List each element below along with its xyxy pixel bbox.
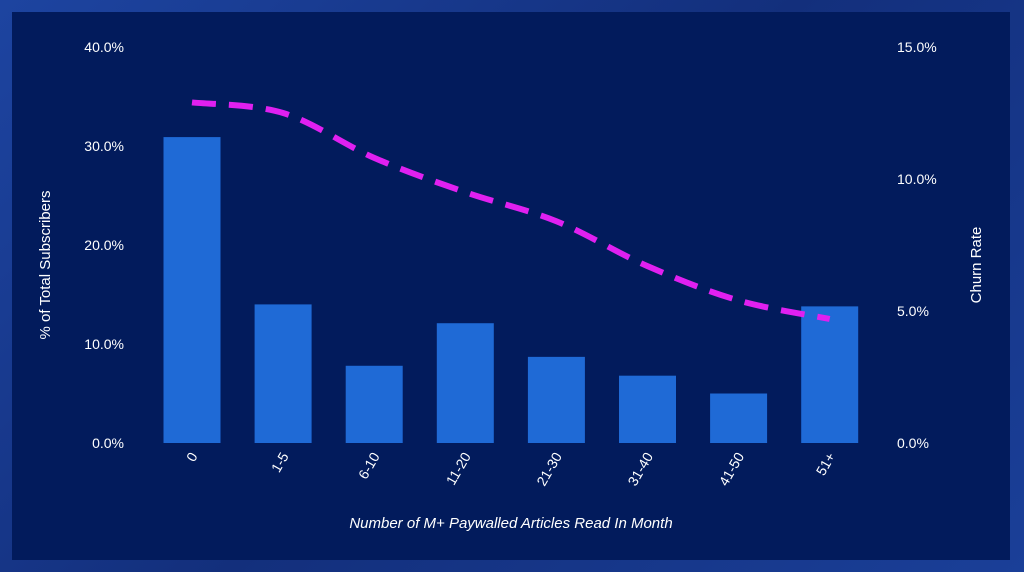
left-tick-label: 10.0% (84, 336, 124, 352)
bar-31-40 (619, 375, 676, 443)
x-tick-label: 41-50 (715, 449, 747, 488)
bar-41-50 (710, 393, 768, 443)
x-tick-label: 51+ (813, 450, 839, 479)
right-axis-title: Churn Rate (968, 227, 985, 304)
left-axis-title: % of Total Subscribers (37, 191, 54, 340)
x-tick-label: 31-40 (624, 449, 656, 488)
right-tick-label: 5.0% (897, 303, 929, 319)
x-tick-label: 21-30 (533, 449, 565, 488)
x-tick-label: 0 (183, 449, 201, 464)
bar-11-20 (436, 323, 494, 443)
x-axis-title: Number of M+ Paywalled Articles Read In … (349, 515, 672, 532)
left-axis-ticks: 0.0% 10.0% 20.0% 30.0% 40.0% (84, 39, 124, 451)
right-tick-label: 0.0% (897, 435, 929, 451)
bar-0 (163, 137, 221, 443)
left-tick-label: 0.0% (92, 435, 124, 451)
churn-rate-line (191, 99, 831, 322)
bar-1-5 (254, 304, 312, 443)
bars-layer (163, 137, 859, 443)
bar-21-30 (527, 356, 585, 443)
right-tick-label: 15.0% (897, 39, 937, 55)
right-axis-ticks: 0.0% 5.0% 10.0% 15.0% (897, 39, 937, 451)
x-tick-label: 11-20 (443, 449, 474, 487)
left-tick-label: 30.0% (84, 138, 124, 154)
bar-6-10 (345, 365, 403, 443)
left-tick-label: 40.0% (84, 39, 124, 55)
left-tick-label: 20.0% (84, 237, 124, 253)
bar-51+ (801, 306, 859, 443)
x-tick-label: 1-5 (268, 449, 292, 475)
right-tick-label: 10.0% (897, 171, 937, 187)
x-tick-label: 6-10 (355, 449, 383, 481)
x-axis-ticks: 0 1-5 6-10 11-20 21-30 31-40 41-50 51+ (183, 449, 838, 488)
